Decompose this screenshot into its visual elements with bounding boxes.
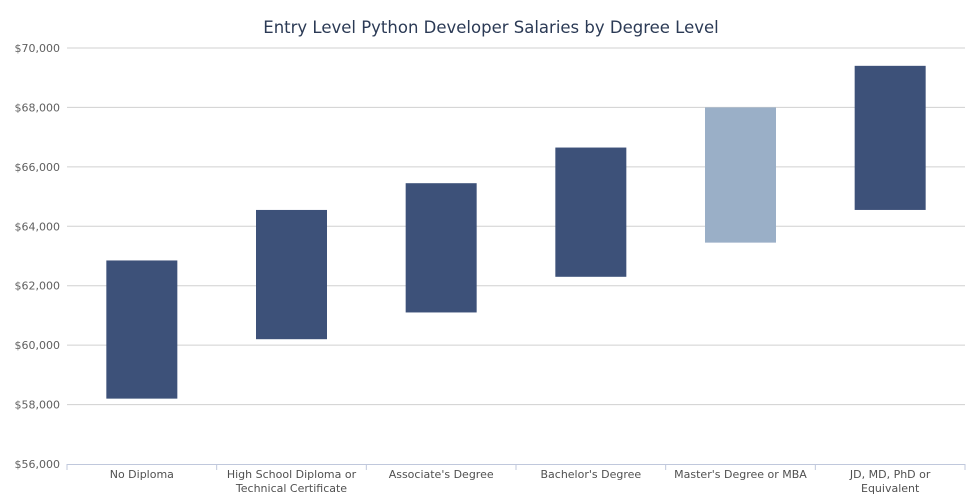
salary-range-bar[interactable]: [256, 209, 327, 340]
y-tick-label: $60,000: [15, 339, 61, 352]
x-tick-label: Associate's Degree: [389, 468, 494, 481]
bar-series: [106, 65, 926, 399]
salary-range-bar[interactable]: [405, 183, 477, 313]
y-tick-label: $56,000: [15, 458, 61, 471]
y-tick-label: $64,000: [15, 220, 61, 233]
y-tick-label: $58,000: [15, 399, 61, 412]
x-tick-label: No Diploma: [110, 468, 174, 481]
salary-range-bar[interactable]: [555, 147, 627, 277]
x-tick-label: JD, MD, PhD or Equivalent: [849, 468, 931, 495]
y-tick-label: $70,000: [15, 42, 61, 55]
x-tick-label: Master's Degree or MBA: [674, 468, 807, 481]
y-tick-label: $62,000: [15, 280, 61, 293]
x-tick-label: High School Diploma or Technical Certific…: [227, 468, 357, 495]
y-tick-label: $68,000: [15, 101, 61, 114]
y-axis: $56,000 $58,000 $60,000 $62,000 $64,000 $66,0…: [15, 42, 61, 471]
x-tick-label: Bachelor's Degree: [540, 468, 641, 481]
y-tick-label: $66,000: [15, 161, 61, 174]
x-axis: No Diploma High School Diploma or Technica…: [66, 464, 966, 495]
chart-title: Entry Level Python Developer Salaries by…: [263, 18, 718, 37]
salary-range-bar[interactable]: [106, 260, 178, 399]
salary-range-bar[interactable]: [854, 65, 926, 210]
salary-range-bar[interactable]: [705, 107, 776, 243]
gridlines: [67, 47, 965, 406]
